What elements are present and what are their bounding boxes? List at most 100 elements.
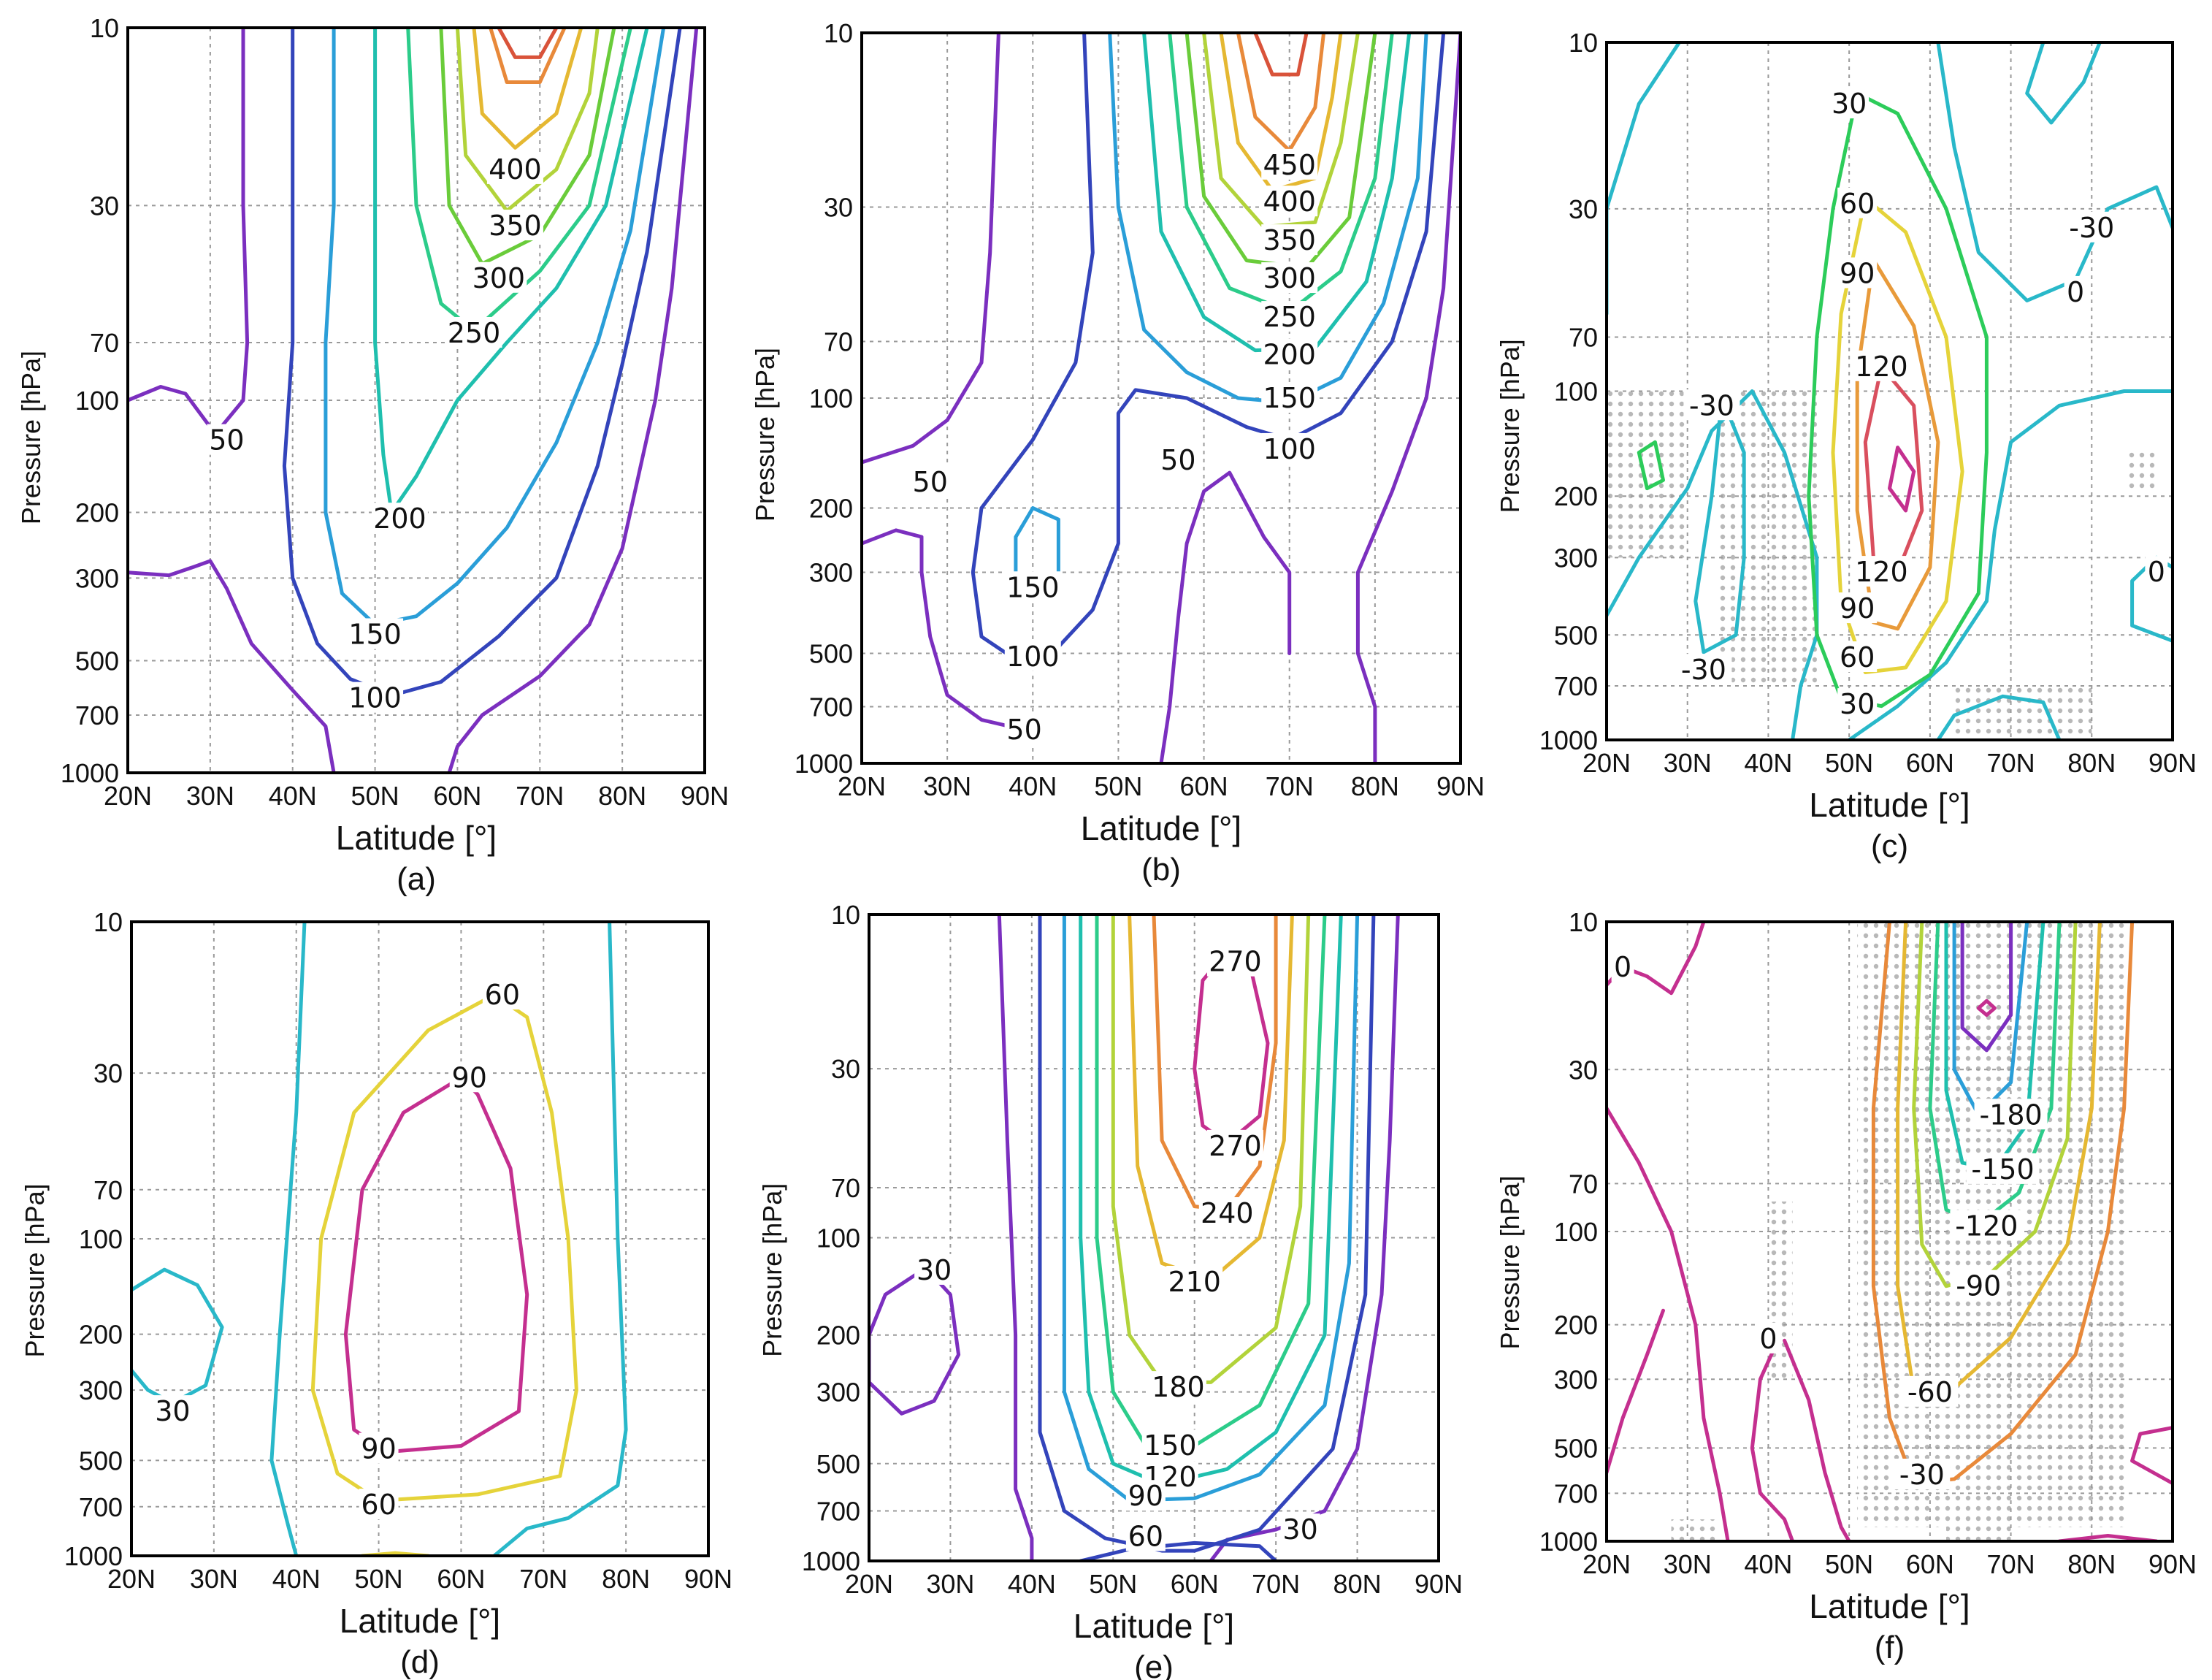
contour-label: 350	[489, 210, 542, 242]
y-tick-label: 100	[816, 1223, 860, 1253]
contour-line-50	[447, 28, 699, 773]
contour-label: 200	[373, 503, 426, 535]
contour-label: 0	[1759, 1323, 1777, 1355]
contour-line-450	[1236, 33, 1326, 153]
x-tick-label: 90N	[684, 1564, 732, 1594]
contour-label: 60	[361, 1489, 396, 1521]
contour-line-0	[2130, 1426, 2173, 1486]
y-tick-label: 1000	[61, 758, 119, 788]
contour-label-bg	[1950, 1210, 2024, 1241]
contour-label-bg	[1261, 186, 1318, 217]
contour-label: 120	[1855, 351, 1908, 383]
x-tick-label: 90N	[2148, 1549, 2197, 1579]
y-tick-label: 100	[1554, 377, 1598, 407]
contour-label: 50	[1006, 714, 1041, 746]
y-tick-label: 700	[816, 1496, 860, 1526]
contour-label: 30	[155, 1395, 190, 1427]
contour-label-bg	[1837, 688, 1878, 719]
y-tick-label: 700	[809, 692, 853, 722]
contour-label: 150	[348, 618, 402, 650]
contour-label: 100	[1006, 641, 1060, 673]
plot-frame	[126, 26, 706, 774]
x-axis-label: Latitude [°]	[1809, 786, 1970, 824]
contour-line--240	[1976, 999, 1997, 1017]
x-tick-label: 70N	[1987, 748, 2035, 778]
contour-label-bg	[1004, 571, 1061, 603]
contour-label: 60	[1840, 641, 1875, 673]
contour-label-bg	[347, 618, 404, 649]
y-tick-label: 30	[824, 193, 853, 223]
contour-label-bg	[1837, 592, 1878, 624]
x-tick-label: 90N	[681, 781, 729, 811]
contour-line-50	[208, 28, 250, 443]
contour-label: 350	[1263, 224, 1316, 256]
contour-label: 90	[452, 1061, 487, 1093]
contour-line-0	[1607, 1106, 1730, 1541]
contour-label-bg	[1853, 350, 1910, 381]
contour-line-0	[1936, 694, 2062, 740]
y-tick-label: 1000	[802, 1546, 860, 1576]
contour-line-30	[869, 1266, 961, 1416]
x-tick-label: 30N	[1664, 1549, 1712, 1579]
x-tick-label: 70N	[1252, 1569, 1300, 1599]
plot-frame	[860, 31, 1462, 765]
contour-label: 50	[1160, 444, 1195, 476]
x-tick-label: 80N	[598, 781, 646, 811]
y-tick-label: 500	[1554, 620, 1598, 650]
contour-label-bg	[914, 1253, 954, 1285]
contour-line-90	[1855, 258, 1940, 631]
contour-label: 250	[448, 317, 501, 349]
contour-label-bg	[1004, 714, 1044, 745]
contour-label: 400	[489, 153, 542, 186]
x-tick-label: 70N	[519, 1564, 567, 1594]
contour-label-bg	[1206, 945, 1263, 977]
contour-label: -30	[1681, 654, 1726, 686]
contour-line-30	[131, 1267, 224, 1405]
y-tick-label: 70	[90, 328, 119, 358]
contour-label-bg	[1974, 1099, 2048, 1130]
x-tick-label: 30N	[923, 771, 971, 801]
x-tick-label: 30N	[926, 1569, 974, 1599]
contour-line-60	[310, 993, 578, 1503]
contour-line-300	[439, 28, 616, 266]
contour-label-bg	[1198, 1196, 1255, 1228]
y-tick-label: 30	[93, 1058, 123, 1088]
y-tick-label: 300	[1554, 1364, 1598, 1394]
contour-label-bg	[1837, 641, 1878, 673]
y-axis-label: Pressure [hPa]	[20, 1183, 50, 1357]
contour-label: 150	[1006, 571, 1060, 603]
contour-label-bg	[1004, 640, 1061, 671]
contour-line-50	[1355, 33, 1461, 763]
contour-label: 90	[361, 1433, 396, 1465]
y-tick-label: 700	[79, 1492, 123, 1522]
contour-label-bg	[1837, 257, 1878, 289]
y-tick-label: 100	[809, 383, 853, 413]
contour-label-bg	[910, 466, 950, 497]
x-axis-label: Latitude [°]	[1809, 1587, 1970, 1625]
contour-line-60	[1038, 915, 1376, 1553]
x-tick-label: 30N	[1664, 748, 1712, 778]
panel-label: (b)	[1141, 852, 1181, 887]
significance-stipple	[1671, 1519, 1720, 1541]
x-tick-label: 90N	[1436, 771, 1485, 801]
contour-label-bg	[153, 1395, 193, 1427]
y-tick-label: 700	[1554, 671, 1598, 701]
contour-label: -120	[1955, 1210, 2018, 1242]
contour-label-bg	[486, 210, 543, 241]
contour-line-100	[971, 33, 1446, 662]
contour-line-0	[1607, 42, 1682, 316]
y-tick-label: 30	[831, 1054, 860, 1084]
y-axis-label: Pressure [hPa]	[1495, 1175, 1525, 1349]
y-tick-label: 1000	[795, 749, 853, 779]
contour-label-bg	[449, 1061, 489, 1093]
contour-line-0	[1607, 1308, 1665, 1475]
contour-label-bg	[1853, 556, 1910, 587]
contour-label: -150	[1971, 1153, 2034, 1185]
contour-label: 60	[1128, 1520, 1163, 1552]
contour-label-bg	[371, 503, 428, 534]
x-tick-label: 60N	[437, 1564, 485, 1594]
y-tick-label: 300	[79, 1375, 123, 1405]
contour-label: 150	[1263, 382, 1316, 414]
